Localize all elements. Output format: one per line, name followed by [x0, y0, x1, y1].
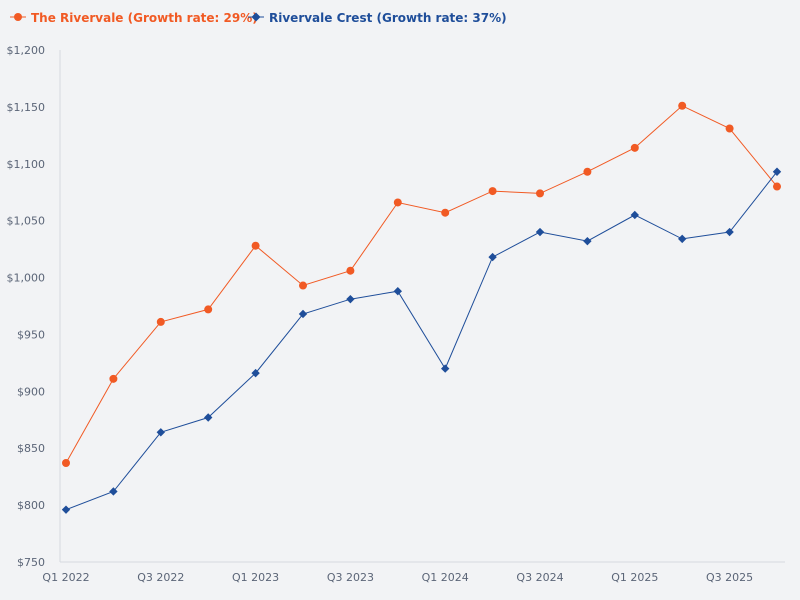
data-point[interactable] — [204, 305, 213, 314]
axes — [59, 50, 785, 563]
data-point[interactable] — [583, 167, 592, 176]
data-point[interactable] — [298, 309, 308, 319]
data-point[interactable] — [488, 187, 497, 196]
y-tick-labels: $750 $800 $850 $900 $950 $1,000 $1,050 $1,100 $1… — [7, 44, 46, 569]
data-point[interactable] — [204, 413, 213, 422]
y-tick-label: $1,050 — [7, 215, 46, 228]
x-tick-label: Q1 2022 — [42, 571, 89, 584]
x-tick-label: Q1 2025 — [611, 571, 658, 584]
y-tick-label: $850 — [17, 442, 45, 455]
data-point[interactable] — [441, 364, 450, 373]
data-point[interactable] — [109, 374, 118, 383]
data-point[interactable] — [393, 198, 402, 207]
data-point[interactable] — [346, 294, 355, 304]
data-point[interactable] — [773, 182, 781, 191]
x-tick-label: Q1 2023 — [232, 571, 279, 584]
data-point[interactable] — [725, 124, 734, 133]
data-point[interactable] — [772, 167, 782, 176]
y-tick-label: $950 — [17, 328, 45, 341]
x-tick-labels: Q1 2022 Q3 2022 Q1 2023 Q3 2023 Q1 2024 Q3 20… — [42, 571, 753, 584]
data-point[interactable] — [251, 368, 260, 378]
x-tick-label: Q3 2023 — [327, 571, 374, 584]
y-tick-label: $900 — [17, 385, 45, 398]
data-point[interactable] — [488, 252, 497, 262]
legend-item-the-rivervale[interactable]: The Rivervale (Growth rate: 29%) — [10, 11, 258, 25]
legend: The Rivervale (Growth rate: 29%) Riverva… — [10, 11, 507, 25]
data-point[interactable] — [535, 227, 545, 237]
y-tick-label: $1,200 — [7, 44, 46, 57]
y-tick-label: $1,100 — [7, 158, 46, 171]
data-point[interactable] — [441, 208, 450, 217]
data-point[interactable] — [109, 487, 118, 496]
x-tick-label: Q3 2025 — [706, 571, 753, 584]
data-point[interactable] — [393, 287, 402, 296]
data-point[interactable] — [583, 236, 592, 246]
x-tick-label: Q3 2024 — [516, 571, 563, 584]
data-point[interactable] — [156, 428, 165, 437]
series-layer — [61, 101, 782, 514]
data-point[interactable] — [630, 143, 639, 152]
series-0 — [62, 101, 781, 468]
x-tick-label: Q3 2022 — [137, 571, 184, 584]
y-tick-label: $1,000 — [7, 272, 46, 285]
data-point[interactable] — [156, 317, 165, 326]
data-point[interactable] — [346, 266, 355, 275]
series-1 — [61, 167, 782, 514]
y-tick-label: $1,150 — [7, 101, 46, 114]
data-point[interactable] — [251, 241, 260, 250]
legend-item-rivervale-crest[interactable]: Rivervale Crest (Growth rate: 37%) — [248, 11, 507, 25]
data-point[interactable] — [62, 459, 70, 468]
series-line-1 — [65, 171, 778, 511]
y-tick-label: $800 — [17, 499, 45, 512]
legend-label-the-rivervale: The Rivervale (Growth rate: 29%) — [31, 11, 258, 25]
series-line-0 — [65, 105, 778, 464]
data-point[interactable] — [678, 234, 687, 244]
data-point[interactable] — [630, 210, 639, 220]
data-point[interactable] — [536, 189, 544, 198]
data-point[interactable] — [61, 505, 71, 514]
y-tick-label: $750 — [17, 556, 45, 569]
legend-label-rivervale-crest: Rivervale Crest (Growth rate: 37%) — [269, 11, 507, 25]
data-point[interactable] — [299, 281, 307, 290]
data-point[interactable] — [725, 227, 734, 237]
data-point[interactable] — [678, 101, 687, 110]
x-tick-label: Q1 2024 — [422, 571, 469, 584]
